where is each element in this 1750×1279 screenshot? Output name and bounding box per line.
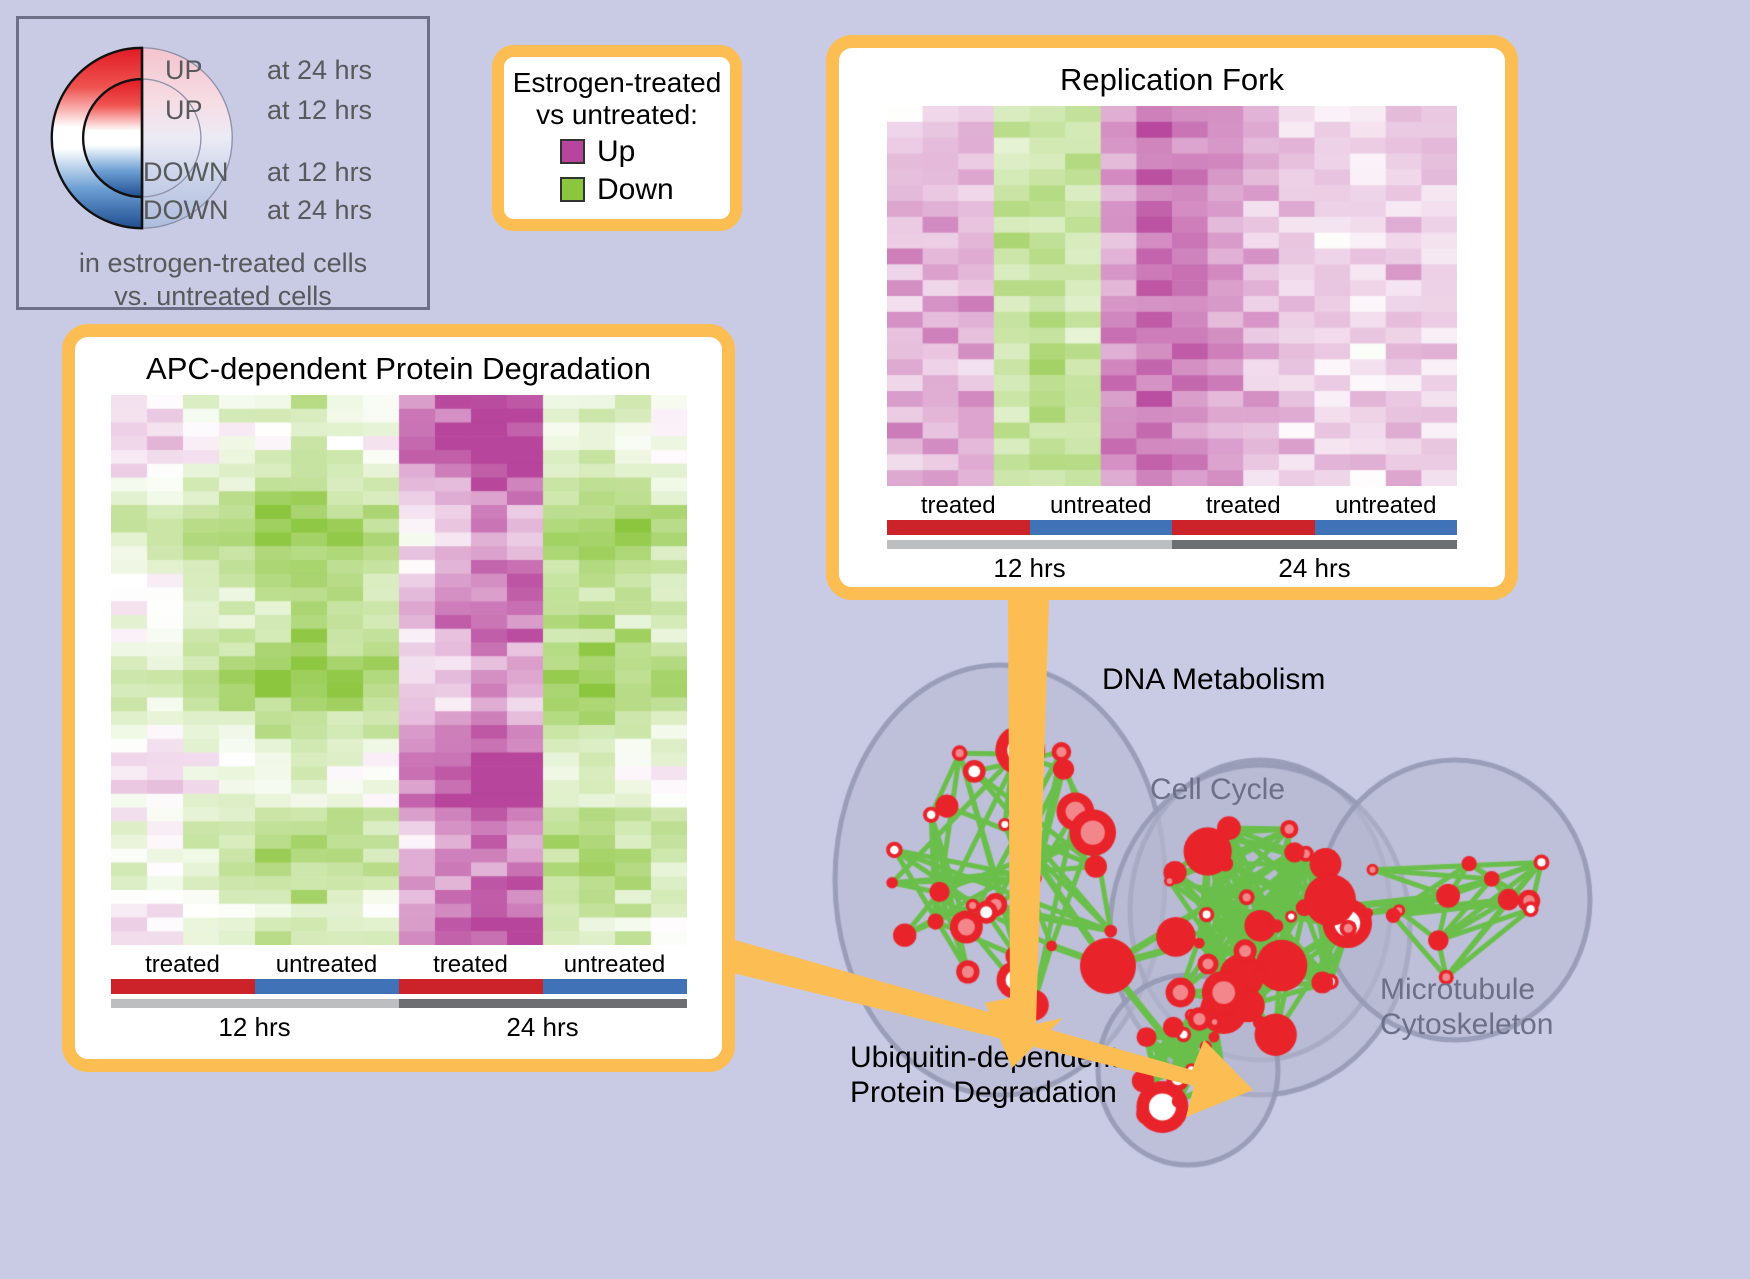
axis-timepoint-label: 12 hrs [993, 553, 1066, 583]
key-direction-0: UP [165, 55, 203, 85]
axis-condition-swatch [1314, 520, 1457, 535]
axis-condition-swatch [1029, 520, 1172, 535]
axis-condition-labels-apc: treated untreated treated untreated [111, 951, 687, 979]
legend-swatch-up-icon [560, 139, 585, 165]
heatmap-replication-fork [887, 106, 1457, 486]
legend-title-line2: vs untreated: [536, 98, 698, 130]
legend-title: Estrogen-treated vs untreated: [504, 67, 730, 131]
axis-condition-swatch [542, 979, 687, 994]
axis-condition-label: treated [920, 492, 996, 519]
axis-condition-swatch [110, 979, 255, 994]
legend-entry-up: Up [560, 135, 730, 169]
axis-condition-label: treated [1205, 492, 1281, 519]
axis-condition-label: untreated [1335, 492, 1437, 519]
axis-timepoint-swatch [398, 999, 687, 1008]
panel-title-replication-fork: Replication Fork [1060, 62, 1284, 97]
axis-condition-swatch [1172, 520, 1315, 535]
axis-timepoint-swatch [1172, 540, 1457, 549]
estrogen-legend-panel: Estrogen-treated vs untreated: Up Down [492, 45, 742, 231]
axis-condition-label: untreated [275, 951, 378, 978]
panel-replication-fork: Replication Fork treated untreated treated… [826, 35, 1518, 600]
axis-condition-label: treated [145, 951, 220, 978]
axis-timepoint-label: 12 hrs [218, 1012, 291, 1042]
axis-timepoint-label: 24 hrs [506, 1012, 579, 1042]
heatmap-apc-dependent-protein-degradation [110, 395, 687, 945]
up-down-color-wheel-icon [50, 46, 233, 230]
key-direction-3: DOWN [143, 195, 229, 225]
axis-timepoint-colorbar-replication [887, 540, 1457, 549]
axis-timepoint-labels-replication: 12 hrs 24 hrs [887, 553, 1457, 584]
axis-timepoint-swatch [110, 999, 399, 1008]
axis-timepoint-labels-apc: 12 hrs 24 hrs [111, 1012, 687, 1043]
network-label-ubiquitin-dependent-protein-degradation: Ubiquitin-dependent Protein Degradation [850, 1041, 1119, 1110]
axis-condition-colorbar-apc [110, 979, 687, 994]
key-time-0: at 24 hrs [267, 55, 373, 85]
axis-condition-colorbar-replication [887, 520, 1457, 535]
key-direction-1: UP [165, 95, 203, 125]
network-label-microtubule-cytoskeleton: Microtubule Cytoskeleton [1380, 973, 1554, 1042]
axis-condition-label: untreated [1050, 492, 1152, 519]
axis-condition-swatch [254, 979, 399, 994]
legend-label-down: Down [597, 172, 674, 206]
legend-key-box: UP at 24 hrs UP at 12 hrs DOWN at 12 hrs… [16, 16, 430, 313]
legend-label-up: Up [597, 134, 636, 168]
pathway-network-graph: DNA Metabolism Cell Cycle Microtubule Cy… [790, 600, 1750, 1279]
key-time-3: at 24 hrs [267, 195, 373, 225]
axis-timepoint-colorbar-apc [110, 999, 687, 1008]
key-footer-line2: vs. untreated cells [114, 280, 332, 311]
legend-title-line1: Estrogen-treated [512, 67, 722, 98]
axis-condition-swatch [887, 520, 1030, 535]
axis-condition-swatch [398, 979, 543, 994]
panel-title-apc: APC-dependent Protein Degradation [146, 351, 651, 386]
legend-entry-down: Down [560, 173, 730, 207]
key-time-2: at 12 hrs [267, 157, 373, 187]
axis-timepoint-swatch [887, 540, 1172, 549]
key-footer: in estrogen-treated cells vs. untreated … [19, 247, 427, 313]
network-canvas [790, 600, 1750, 1279]
key-footer-line1: in estrogen-treated cells [78, 248, 368, 278]
axis-condition-label: untreated [563, 951, 666, 978]
axis-condition-label: treated [433, 951, 508, 978]
axis-condition-labels-replication: treated untreated treated untreated [887, 492, 1457, 520]
network-label-cell-cycle: Cell Cycle [1150, 773, 1286, 806]
legend-swatch-down-icon [560, 177, 585, 203]
key-direction-2: DOWN [143, 157, 229, 187]
key-time-1: at 12 hrs [267, 95, 373, 125]
network-label-dna-metabolism: DNA Metabolism [1102, 663, 1326, 696]
panel-apc-dependent-protein-degradation: APC-dependent Protein Degradation treate… [62, 324, 735, 1072]
axis-timepoint-label: 24 hrs [1278, 553, 1351, 583]
